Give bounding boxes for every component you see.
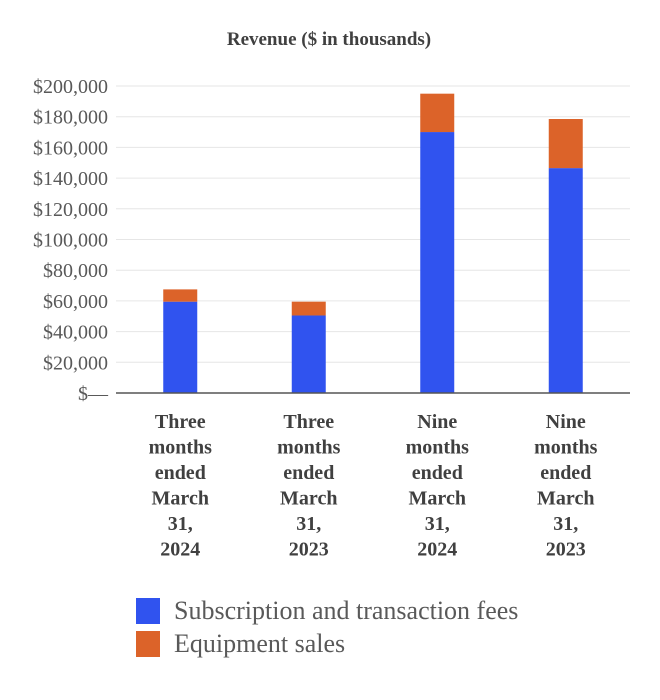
bar-segment-equipment (163, 289, 198, 302)
x-category-line: March (409, 488, 466, 510)
x-category-line: ended (540, 462, 591, 484)
legend: Subscription and transaction fees Equipme… (136, 596, 518, 658)
x-category-line: months (149, 437, 213, 459)
x-category-line: months (534, 437, 598, 459)
x-category-line: ended (155, 462, 206, 484)
legend-label: Equipment sales (174, 629, 345, 658)
x-category-label: Three months ended March 31, 2024 (149, 411, 213, 561)
legend-swatch (136, 631, 160, 657)
bar-segment-subscription (548, 168, 583, 393)
x-category-line: months (406, 437, 470, 459)
y-tick-label: $200,000 (33, 76, 108, 98)
y-axis-ticks: $— $20,000 $40,000 $60,000 $80,000 $100,000 $1… (33, 76, 109, 405)
y-tick-label: $20,000 (43, 352, 108, 374)
bar-segment-subscription (163, 301, 198, 393)
y-tick-label: $140,000 (33, 168, 108, 190)
x-category-line: 31, (553, 513, 578, 535)
y-tick-label: $100,000 (33, 230, 108, 252)
x-category-line: 2023 (289, 539, 329, 561)
x-category-line: ended (283, 462, 334, 484)
y-tick-label: $120,000 (33, 199, 108, 221)
x-category-label: Nine months ended March 31, 2023 (534, 411, 598, 561)
y-tick-label: $— (78, 383, 109, 405)
bar-segment-equipment (291, 301, 326, 316)
y-tick-label: $60,000 (43, 291, 108, 313)
x-category-line: 2024 (417, 539, 457, 561)
bar-segment-equipment (420, 93, 455, 133)
x-category-label: Three months ended March 31, 2023 (277, 411, 341, 561)
y-tick-label: $80,000 (43, 260, 108, 282)
x-category-line: March (280, 488, 337, 510)
x-axis-categories: Three months ended March 31, 2024 Three months e… (149, 411, 598, 561)
x-category-line: Nine (417, 411, 457, 433)
x-category-line: 2023 (546, 539, 586, 561)
x-category-line: March (537, 488, 594, 510)
x-category-line: 2024 (160, 539, 200, 561)
x-category-line: 31, (168, 513, 193, 535)
x-category-line: Nine (546, 411, 586, 433)
x-category-line: Three (283, 411, 334, 433)
x-category-line: 31, (296, 513, 321, 535)
bar-segment-subscription (291, 315, 326, 393)
y-tick-label: $40,000 (43, 322, 108, 344)
x-category-line: months (277, 437, 341, 459)
x-category-line: Three (155, 411, 206, 433)
bar-segment-equipment (548, 119, 583, 169)
x-category-label: Nine months ended March 31, 2024 (406, 411, 470, 561)
x-category-line: March (152, 488, 209, 510)
bars (163, 93, 583, 394)
y-tick-label: $180,000 (33, 107, 108, 129)
x-category-line: ended (412, 462, 463, 484)
legend-swatch (136, 598, 160, 624)
bar-segment-subscription (420, 132, 455, 394)
chart-title: Revenue ($ in thousands) (227, 29, 431, 50)
x-category-line: 31, (425, 513, 450, 535)
y-tick-label: $160,000 (33, 137, 108, 159)
legend-label: Subscription and transaction fees (174, 596, 518, 625)
grid-lines (116, 85, 630, 363)
